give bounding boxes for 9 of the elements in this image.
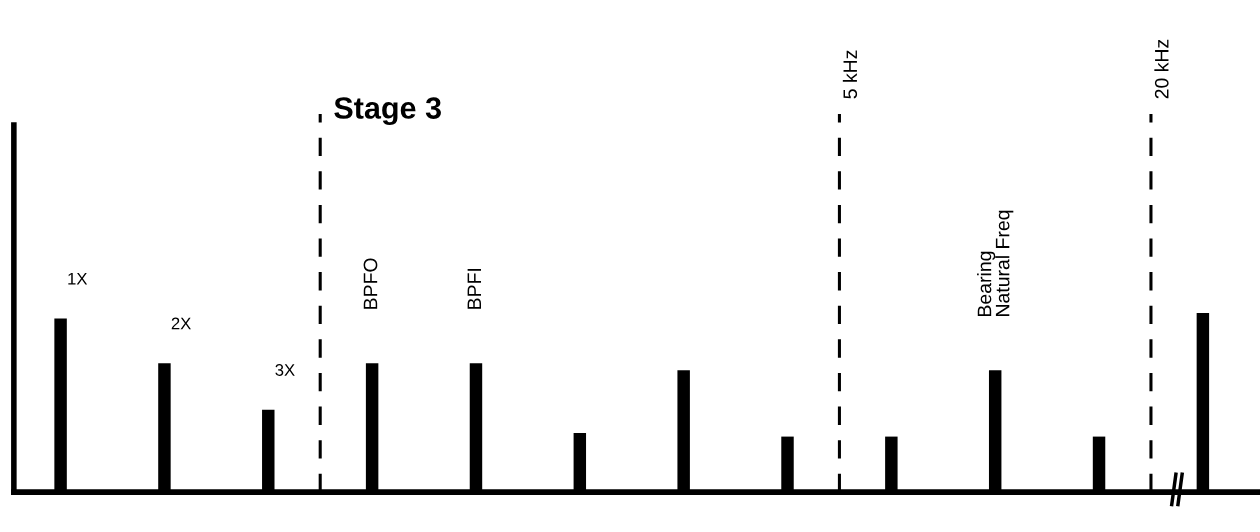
x-tick-label: Bearing Natural Freq: [977, 210, 1014, 316]
text: 20 kHz: [1154, 39, 1169, 99]
text: 5 kHz: [842, 50, 858, 99]
x-tick-label: 2X: [171, 317, 191, 330]
x-tick-label: 1X: [68, 272, 88, 285]
x-tick-label: 3X: [275, 364, 295, 376]
chart-title: Stage 3: [334, 97, 441, 126]
x-tick-label: BPFO: [363, 258, 378, 309]
x-tick-label: BPFI: [467, 268, 481, 309]
